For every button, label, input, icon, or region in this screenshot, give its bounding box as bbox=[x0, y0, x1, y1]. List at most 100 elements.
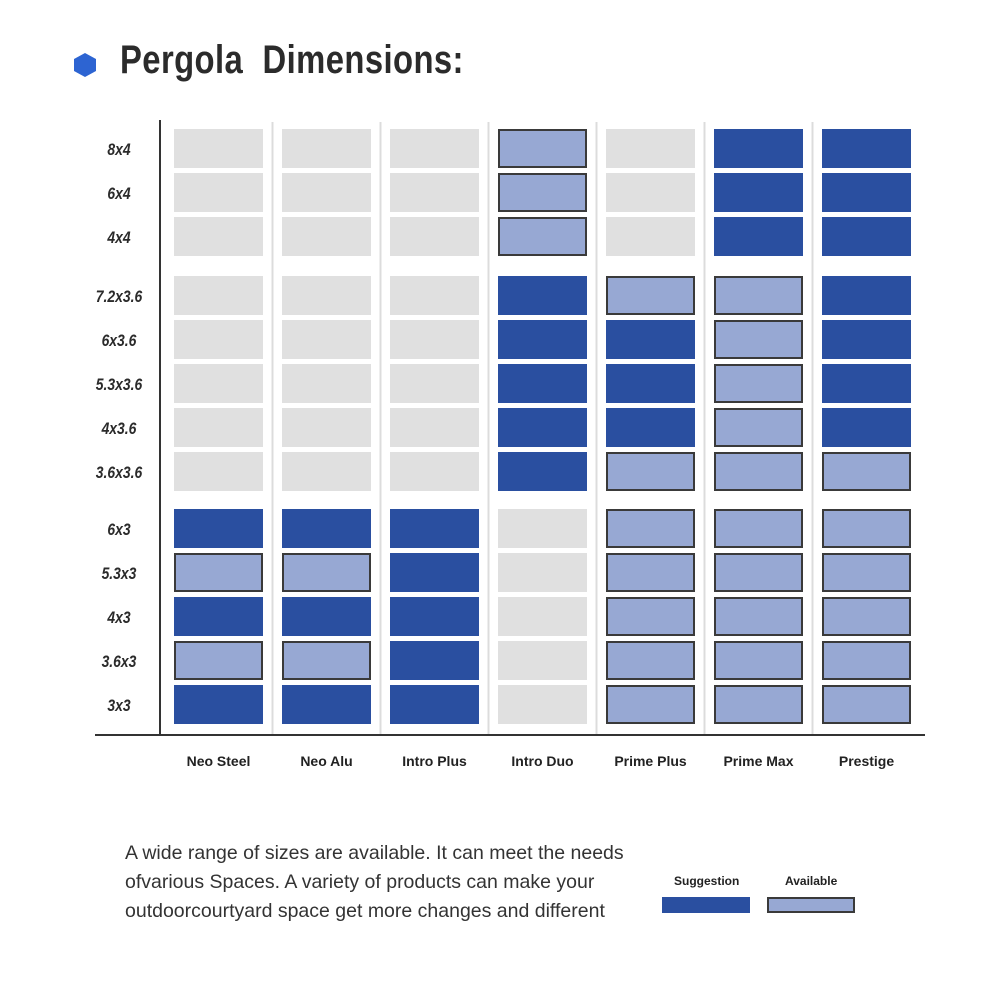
cell-intro-plus-3.6x3.6 bbox=[390, 452, 479, 491]
row-label: 3.6x3.6 bbox=[96, 464, 143, 483]
legend-available-swatch bbox=[767, 897, 855, 913]
cell-neo-alu-4x3.6 bbox=[282, 408, 371, 447]
cell-prime-max-6x4 bbox=[714, 173, 803, 212]
cell-intro-duo-3x3 bbox=[498, 685, 587, 724]
cell-prime-max-3.6x3.6 bbox=[714, 452, 803, 491]
row-label: 6x4 bbox=[107, 185, 131, 204]
legend-suggestion-swatch bbox=[662, 897, 750, 913]
cell-prime-max-3x3 bbox=[714, 685, 803, 724]
cell-neo-steel-7.2x3.6 bbox=[174, 276, 263, 315]
cell-prestige-4x4 bbox=[822, 217, 911, 256]
cell-prime-plus-7.2x3.6 bbox=[606, 276, 695, 315]
row-label: 4x4 bbox=[106, 229, 130, 248]
cell-intro-duo-4x3.6 bbox=[498, 408, 587, 447]
cell-prestige-6x3.6 bbox=[822, 320, 911, 359]
cell-neo-alu-5.3x3.6 bbox=[282, 364, 371, 403]
cell-neo-steel-3.6x3.6 bbox=[174, 452, 263, 491]
cell-prime-max-6x3 bbox=[714, 509, 803, 548]
row-label: 8x4 bbox=[107, 141, 131, 160]
row-label: 5.3x3.6 bbox=[96, 376, 143, 395]
cell-prime-plus-3.6x3 bbox=[606, 641, 695, 680]
cell-neo-alu-7.2x3.6 bbox=[282, 276, 371, 315]
cell-prime-plus-6x3 bbox=[606, 509, 695, 548]
cell-neo-steel-8x4 bbox=[174, 129, 263, 168]
cell-intro-duo-3.6x3 bbox=[498, 641, 587, 680]
cell-prestige-5.3x3 bbox=[822, 553, 911, 592]
cell-prestige-5.3x3.6 bbox=[822, 364, 911, 403]
cell-intro-plus-6x4 bbox=[390, 173, 479, 212]
cell-neo-alu-6x3.6 bbox=[282, 320, 371, 359]
column-label: Prime Plus bbox=[614, 753, 687, 769]
cell-intro-plus-7.2x3.6 bbox=[390, 276, 479, 315]
cell-intro-plus-8x4 bbox=[390, 129, 479, 168]
cell-intro-plus-6x3 bbox=[390, 509, 479, 548]
cell-prime-plus-8x4 bbox=[606, 129, 695, 168]
cell-prime-max-6x3.6 bbox=[714, 320, 803, 359]
cell-prestige-3.6x3 bbox=[822, 641, 911, 680]
cell-prime-plus-4x4 bbox=[606, 217, 695, 256]
cell-prime-max-4x3 bbox=[714, 597, 803, 636]
cell-prestige-3.6x3.6 bbox=[822, 452, 911, 491]
size-availability-chart: Neo Steel Neo Alu Intro Plus Intro Duo Prime… bbox=[95, 120, 925, 769]
cell-prestige-7.2x3.6 bbox=[822, 276, 911, 315]
cell-intro-plus-4x3 bbox=[390, 597, 479, 636]
row-label: 4x3 bbox=[106, 609, 130, 628]
cell-intro-duo-4x3 bbox=[498, 597, 587, 636]
cell-intro-plus-5.3x3.6 bbox=[390, 364, 479, 403]
cell-neo-steel-6x4 bbox=[174, 173, 263, 212]
cell-neo-alu-5.3x3 bbox=[282, 553, 371, 592]
cell-intro-duo-5.3x3 bbox=[498, 553, 587, 592]
row-label: 5.3x3 bbox=[102, 565, 137, 584]
cell-prime-max-3.6x3 bbox=[714, 641, 803, 680]
cell-prime-max-8x4 bbox=[714, 129, 803, 168]
cell-prime-plus-5.3x3.6 bbox=[606, 364, 695, 403]
row-label: 6x3.6 bbox=[102, 332, 137, 351]
cell-prime-plus-4x3.6 bbox=[606, 408, 695, 447]
cell-intro-duo-6x4 bbox=[498, 173, 587, 212]
cell-prime-max-5.3x3.6 bbox=[714, 364, 803, 403]
cell-prestige-3x3 bbox=[822, 685, 911, 724]
row-label: 3.6x3 bbox=[102, 653, 137, 672]
cell-intro-plus-4x3.6 bbox=[390, 408, 479, 447]
hexagon-bullet-icon bbox=[74, 53, 96, 77]
cell-neo-steel-3x3 bbox=[174, 685, 263, 724]
cell-intro-plus-3.6x3 bbox=[390, 641, 479, 680]
row-label: 4x3.6 bbox=[101, 420, 137, 439]
cell-neo-steel-3.6x3 bbox=[174, 641, 263, 680]
cell-intro-duo-5.3x3.6 bbox=[498, 364, 587, 403]
cell-prime-max-7.2x3.6 bbox=[714, 276, 803, 315]
column-label: Neo Steel bbox=[187, 753, 251, 769]
cell-intro-duo-3.6x3.6 bbox=[498, 452, 587, 491]
cell-neo-steel-6x3.6 bbox=[174, 320, 263, 359]
cell-neo-alu-6x4 bbox=[282, 173, 371, 212]
row-label: 6x3 bbox=[107, 521, 131, 540]
cell-neo-alu-3.6x3.6 bbox=[282, 452, 371, 491]
legend-available-label: Available bbox=[785, 874, 838, 888]
column-label: Neo Alu bbox=[300, 753, 352, 769]
cell-neo-steel-4x4 bbox=[174, 217, 263, 256]
cell-prime-plus-5.3x3 bbox=[606, 553, 695, 592]
cell-neo-alu-6x3 bbox=[282, 509, 371, 548]
cell-neo-alu-4x4 bbox=[282, 217, 371, 256]
cell-neo-steel-5.3x3.6 bbox=[174, 364, 263, 403]
column-label: Prime Max bbox=[723, 753, 793, 769]
cell-intro-duo-6x3 bbox=[498, 509, 587, 548]
page-title: Pergola Dimensions: bbox=[120, 38, 464, 82]
cell-neo-alu-3x3 bbox=[282, 685, 371, 724]
cell-intro-duo-8x4 bbox=[498, 129, 587, 168]
cell-intro-plus-6x3.6 bbox=[390, 320, 479, 359]
cell-intro-duo-6x3.6 bbox=[498, 320, 587, 359]
cell-neo-alu-4x3 bbox=[282, 597, 371, 636]
cell-prestige-4x3 bbox=[822, 597, 911, 636]
cell-neo-steel-4x3 bbox=[174, 597, 263, 636]
row-label: 3x3 bbox=[107, 697, 131, 716]
cell-neo-alu-3.6x3 bbox=[282, 641, 371, 680]
cell-prime-plus-6x3.6 bbox=[606, 320, 695, 359]
cell-prime-max-4x3.6 bbox=[714, 408, 803, 447]
cell-intro-duo-4x4 bbox=[498, 217, 587, 256]
cell-neo-steel-4x3.6 bbox=[174, 408, 263, 447]
cell-prime-plus-3x3 bbox=[606, 685, 695, 724]
cell-intro-plus-3x3 bbox=[390, 685, 479, 724]
cell-neo-alu-8x4 bbox=[282, 129, 371, 168]
cell-prestige-6x3 bbox=[822, 509, 911, 548]
